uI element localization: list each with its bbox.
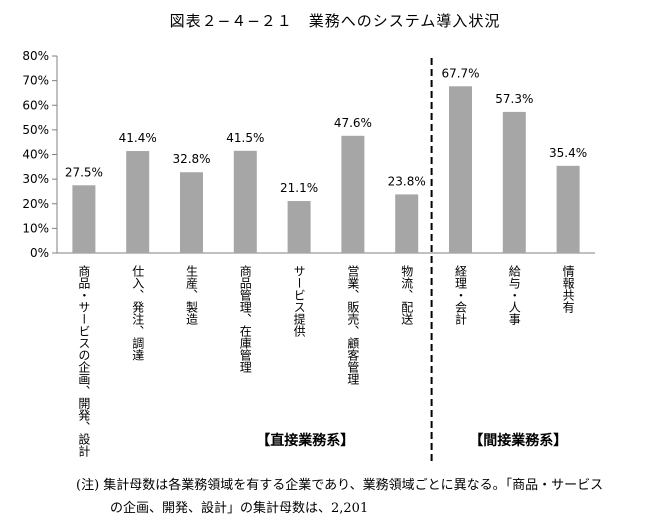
category-label: 営業、販売、顧客管理 — [346, 265, 360, 385]
bars — [72, 86, 580, 254]
data-label: 67.7% — [441, 66, 479, 80]
data-label: 57.3% — [495, 92, 533, 106]
category-labels: 商品・サービスの企画、開発、設計 仕入、発注、調達 生産、製造 商品管理、在庫管理 サー… — [77, 264, 575, 457]
category-label: 経理・会計 — [454, 265, 468, 325]
y-tick-label: 40% — [22, 148, 49, 162]
y-tick-label: 50% — [22, 123, 49, 137]
data-label: 35.4% — [549, 146, 587, 160]
y-tick-label: 80% — [22, 49, 49, 63]
data-label: 41.5% — [226, 131, 264, 145]
group-label: 【間接業務系】 — [469, 432, 567, 449]
y-tick-label: 20% — [22, 197, 49, 211]
bar — [449, 86, 472, 253]
y-tick-label: 70% — [22, 74, 49, 88]
bar — [502, 111, 526, 254]
y-axis: 0% 10% 20% 30% 40% 50% 60% 70% 80% — [22, 49, 595, 260]
bar — [180, 172, 203, 253]
category-label: 仕入、発注、調達 — [131, 265, 145, 361]
category-label: 生産、製造 — [185, 265, 199, 325]
group-label: 【直接業務系】 — [256, 432, 354, 449]
data-label: 27.5% — [65, 165, 103, 179]
chart-title: 図表２−４−２１ 業務へのシステム導入状況 — [169, 12, 501, 30]
data-labels: 27.5% 41.4% 32.8% 41.5% 21.1% 47.6% 23.8% 67.7%… — [65, 66, 587, 195]
category-label: 物流、配送 — [400, 265, 414, 326]
data-label: 47.6% — [334, 116, 372, 130]
data-label: 23.8% — [388, 174, 426, 188]
data-label: 32.8% — [172, 152, 210, 166]
bar — [126, 151, 150, 253]
y-tick-label: 0% — [30, 246, 49, 260]
group-labels: 【直接業務系】 【間接業務系】 — [256, 58, 567, 462]
bar — [556, 165, 580, 253]
y-tick-label: 30% — [22, 172, 49, 186]
data-label: 21.1% — [280, 181, 318, 195]
footnote-line-1: (注) 集計母数は各業務領域を有する企業であり、業務領域ごとに異なる。「商品・サ… — [76, 478, 604, 493]
category-label: 商品管理、在庫管理 — [238, 264, 252, 373]
y-tick-label: 60% — [22, 98, 49, 112]
bar — [72, 185, 96, 253]
category-label: 情報共有 — [561, 265, 575, 313]
y-tick-label: 10% — [22, 221, 49, 235]
data-label: 41.4% — [119, 131, 157, 145]
category-label: サービス提供 — [292, 265, 306, 337]
footnote-line-2: の企画、開発、設計」の集計母数は、2,201 — [110, 501, 369, 516]
category-label: 給与・人事 — [507, 265, 521, 325]
bar — [341, 135, 365, 253]
bar — [287, 201, 311, 253]
bar — [233, 150, 257, 253]
bar — [395, 194, 419, 253]
category-label: 商品・サービスの企画、開発、設計 — [77, 264, 91, 457]
